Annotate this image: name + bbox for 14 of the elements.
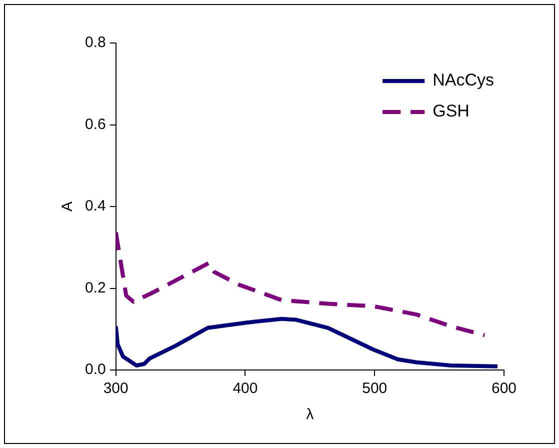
line-series [116,230,487,338]
y-tick-label: 0.0 [84,361,106,378]
x-tick-label: 600 [491,380,517,398]
x-axis-title: λ [306,406,314,424]
x-tick-label: 400 [232,380,258,398]
y-tick-label: 0.8 [84,34,106,52]
x-tick-label: 500 [362,380,388,398]
legend-label: NAcCys [432,70,494,90]
legend-label: GSH [432,102,470,121]
x-tick-label: 300 [103,380,128,398]
y-tick-label: 0.2 [84,279,106,296]
y-axis-title: A [59,201,76,212]
y-tick-label: 0.4 [84,198,106,215]
y-tick-label: 0.6 [84,116,106,133]
